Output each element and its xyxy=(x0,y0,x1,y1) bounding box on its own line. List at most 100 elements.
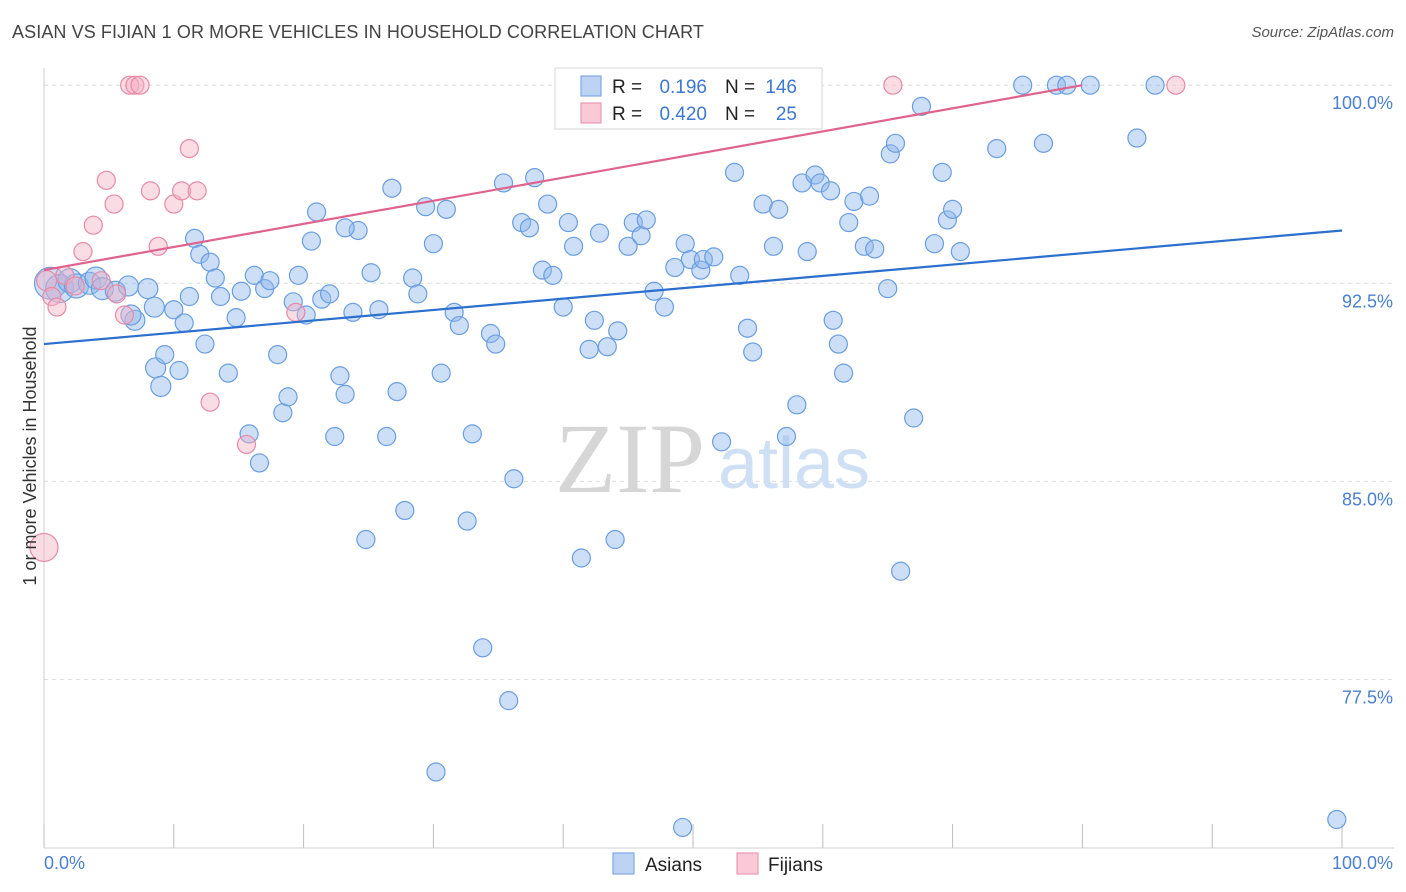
asian-point xyxy=(120,304,142,326)
watermark-zip: ZIP xyxy=(555,403,705,514)
asian-point xyxy=(743,342,763,362)
y-tick-label: 100.0% xyxy=(1332,93,1393,113)
asian-point xyxy=(301,231,321,251)
asian-point xyxy=(737,318,758,338)
asian-point xyxy=(891,561,911,581)
asian-point xyxy=(268,345,288,365)
asian-point xyxy=(865,239,885,259)
asian-point xyxy=(880,144,900,164)
asian-point xyxy=(776,426,797,447)
asian-point xyxy=(532,260,553,280)
legend-r-label-asians: R = xyxy=(612,77,642,98)
legend-n-value-fijians: 25 xyxy=(776,104,797,125)
grid-lines xyxy=(44,84,1394,681)
fijian-point xyxy=(91,271,111,291)
asian-point xyxy=(319,284,340,304)
asian-point xyxy=(519,218,540,238)
asian-point xyxy=(987,139,1007,159)
asian-point xyxy=(608,321,628,341)
asian-trend-line xyxy=(43,229,1343,346)
asian-point xyxy=(553,297,573,317)
asian-point xyxy=(820,181,841,201)
asian-point xyxy=(335,218,355,238)
asian-point xyxy=(137,277,159,300)
asian-point xyxy=(325,426,345,447)
legend-r-value-fijians: 0.420 xyxy=(659,104,707,125)
asian-point xyxy=(859,186,880,206)
asian-point xyxy=(704,247,724,267)
fijian-point xyxy=(83,215,103,235)
asian-point xyxy=(797,242,817,262)
asian-point xyxy=(218,363,238,383)
asian-point xyxy=(911,96,932,116)
fijian-point xyxy=(171,181,192,201)
y-tick-label: 77.5% xyxy=(1342,688,1393,708)
fijian-point xyxy=(286,302,306,322)
x-tick-label-min: 0.0% xyxy=(44,853,85,873)
bottom-legend-swatch-asians xyxy=(612,852,635,875)
legend-r-value-asians: 0.196 xyxy=(659,77,707,98)
bottom-legend: Asians Fijians xyxy=(612,852,823,876)
scatter-points xyxy=(29,75,1347,838)
asian-point xyxy=(828,334,848,354)
asian-point xyxy=(823,310,843,330)
asian-point xyxy=(950,242,970,262)
asian-point xyxy=(1013,75,1033,95)
x-tick-label-max: 100.0% xyxy=(1332,853,1393,873)
fijian-point xyxy=(104,194,124,214)
asian-point xyxy=(473,638,493,658)
asian-point xyxy=(169,360,189,381)
asian-point xyxy=(377,426,397,447)
asian-point xyxy=(210,286,231,307)
fijian-point xyxy=(125,75,145,95)
fijian-point xyxy=(148,236,168,256)
fijian-point xyxy=(47,297,67,317)
chart-title: ASIAN VS FIJIAN 1 OR MORE VEHICLES IN HO… xyxy=(12,22,704,42)
fijian-point xyxy=(114,305,135,325)
asian-point xyxy=(174,313,194,333)
asian-point xyxy=(449,315,469,336)
fijian-point xyxy=(130,75,150,95)
asian-point xyxy=(278,387,298,407)
watermark-atlas: atlas xyxy=(718,424,870,504)
asian-point xyxy=(665,257,685,278)
asian-point xyxy=(387,382,407,402)
asian-point xyxy=(462,424,482,444)
asian-point xyxy=(190,244,210,264)
asian-point xyxy=(260,271,280,291)
asian-point xyxy=(356,529,376,550)
fijian-point xyxy=(65,276,85,296)
legend-n-label-fijians: N = xyxy=(725,104,755,125)
asian-point xyxy=(924,234,945,254)
legend: R = 0.196 N = 146 R = 0.420 N = 25 xyxy=(554,67,823,130)
asian-point xyxy=(1145,75,1165,95)
asian-point xyxy=(787,395,807,415)
fijian-point xyxy=(200,392,220,412)
asian-point xyxy=(179,286,199,307)
asian-point xyxy=(636,210,656,230)
legend-swatch-fijians xyxy=(580,102,602,124)
axes xyxy=(43,68,1394,849)
fijian-point xyxy=(179,139,199,159)
asian-point xyxy=(1127,128,1147,148)
fijian-point xyxy=(120,75,140,95)
asian-point xyxy=(395,500,415,521)
fijian-trend-line xyxy=(43,84,1083,272)
asian-point xyxy=(335,384,355,404)
asian-point xyxy=(833,363,854,383)
asian-point xyxy=(288,265,309,285)
asian-point xyxy=(423,234,443,254)
asian-point xyxy=(763,236,784,256)
legend-n-value-asians: 146 xyxy=(765,77,797,98)
asian-point xyxy=(1057,75,1077,95)
asian-point xyxy=(563,236,584,256)
asian-point xyxy=(571,548,591,568)
asian-point xyxy=(143,296,165,318)
asian-point xyxy=(480,323,501,344)
bottom-legend-swatch-fijians xyxy=(736,852,759,875)
asian-point xyxy=(499,691,519,711)
asian-point xyxy=(558,212,578,233)
asian-point xyxy=(618,236,638,256)
asian-point xyxy=(273,403,293,423)
asian-point xyxy=(457,511,477,531)
